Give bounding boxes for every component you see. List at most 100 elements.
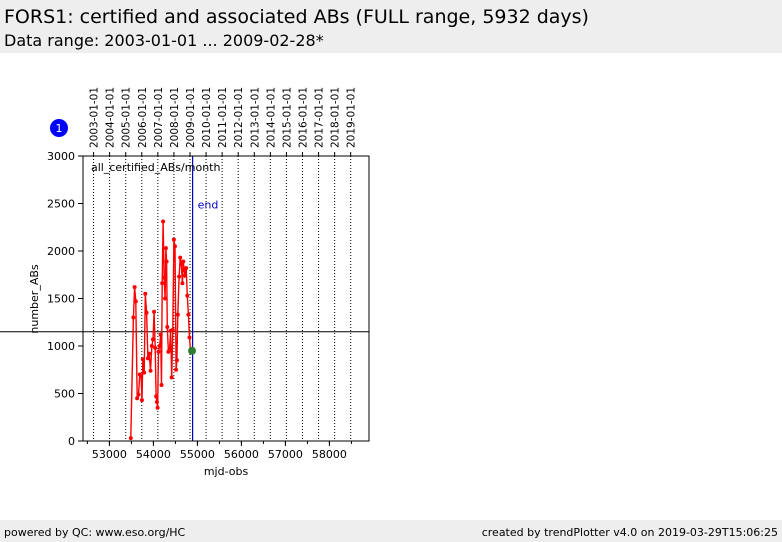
top-date-label: 2007-01-01: [153, 87, 165, 148]
data-point: [139, 374, 144, 379]
top-date-label: 2003-01-01: [89, 87, 101, 148]
top-date-label: 2012-01-01: [233, 87, 245, 148]
data-point: [162, 275, 167, 280]
top-date-label: 2010-01-01: [201, 87, 213, 148]
data-point: [154, 400, 159, 405]
top-date-label: 2004-01-01: [105, 87, 117, 148]
top-date-label: 2008-01-01: [169, 87, 181, 148]
data-point: [131, 315, 136, 320]
data-point: [156, 349, 161, 354]
top-date-label: 2016-01-01: [297, 87, 309, 148]
data-point: [175, 312, 180, 317]
top-date-label: 2014-01-01: [265, 87, 277, 148]
data-point: [140, 357, 145, 362]
top-date-label: 2017-01-01: [314, 87, 326, 148]
data-point: [177, 274, 182, 279]
data-point: [174, 367, 179, 372]
data-point: [153, 345, 158, 350]
data-point: [144, 310, 149, 315]
data-point: [149, 344, 154, 348]
data-point: [136, 392, 141, 397]
data-point: [172, 244, 177, 249]
data-point: [147, 351, 152, 356]
y-tick-label: 1500: [47, 293, 75, 306]
data-point: [179, 262, 184, 267]
data-point: [133, 299, 138, 304]
top-date-axis: 2003-01-01 2004-01-01 2005-01-01 2006-01-01…: [89, 87, 358, 156]
badge-circle: [50, 119, 68, 137]
data-point: [167, 347, 172, 352]
top-date-label: 2005-01-01: [121, 87, 133, 148]
y-tick-label: 1000: [47, 340, 75, 353]
x-tick-label: 55000: [180, 448, 215, 461]
data-point: [161, 219, 166, 224]
data-point: [169, 375, 174, 380]
data-point: [158, 332, 163, 337]
y-axis-label: number_ABs: [28, 264, 41, 334]
data-point: [132, 285, 137, 290]
data-point: [139, 398, 144, 403]
data-point: [155, 405, 160, 410]
data-point: [184, 266, 189, 271]
plot-area: end: [0, 155, 370, 442]
data-point: [186, 312, 191, 317]
y-tick-label: 3000: [47, 150, 75, 163]
x-tick-label: 53000: [92, 448, 127, 461]
data-point: [145, 356, 150, 361]
data-point: [178, 255, 183, 260]
data-point: [150, 337, 155, 342]
data-point: [142, 370, 147, 375]
data-point: [152, 309, 157, 314]
top-date-label: 2018-01-01: [330, 87, 342, 148]
trend-chart: 1 2003-01-01 2004-01-01 2005-01-01 2006-01-…: [0, 87, 370, 478]
left-value-axis: 0 500 1000 1500 2000 2500 3000: [47, 150, 83, 448]
data-point: [154, 394, 159, 399]
top-date-label: 2006-01-01: [137, 87, 149, 148]
data-point: [181, 259, 186, 264]
x-axis-label: mjd-obs: [204, 465, 249, 478]
data-point: [148, 368, 153, 373]
badge-label: 1: [56, 122, 63, 135]
bottom-mjd-axis: 53000 54000 55000 56000 57000 58000: [86, 441, 352, 461]
top-date-label: 2019-01-01: [346, 87, 358, 148]
footer: powered by QC: www.eso.org/HC created by…: [0, 520, 782, 542]
y-tick-label: 2000: [47, 245, 75, 258]
y-tick-label: 2500: [47, 198, 75, 211]
x-tick-label: 57000: [268, 448, 303, 461]
footer-created-by: created by trendPlotter v4.0 on 2019-03-…: [481, 526, 778, 539]
data-point: [187, 335, 192, 340]
header: FORS1: certified and associated ABs (FUL…: [0, 0, 782, 53]
footer-powered-by: powered by QC: www.eso.org/HC: [4, 526, 186, 539]
data-point: [135, 396, 140, 401]
data-point: [165, 325, 170, 329]
x-tick-label: 56000: [224, 448, 259, 461]
data-point: [171, 237, 176, 242]
data-point: [185, 293, 190, 298]
data-point: [157, 344, 162, 348]
x-tick-label: 54000: [136, 448, 171, 461]
data-point: [163, 296, 168, 301]
data-point: [128, 436, 133, 441]
data-point: [163, 246, 168, 251]
last-data-point: [188, 346, 197, 355]
data-point: [183, 273, 188, 278]
series-line: [130, 221, 193, 439]
data-point: [160, 281, 165, 286]
x-tick-label: 58000: [312, 448, 347, 461]
page-title: FORS1: certified and associated ABs (FUL…: [4, 6, 589, 28]
top-date-label: 2009-01-01: [185, 87, 197, 148]
y-tick-label: 500: [54, 388, 75, 401]
data-point: [159, 382, 164, 387]
data-point: [180, 281, 185, 286]
data-point: [143, 291, 148, 296]
plot-number-badge[interactable]: 1: [50, 119, 68, 137]
data-point: [164, 259, 169, 264]
top-date-label: 2011-01-01: [217, 87, 229, 148]
data-point: [170, 327, 175, 332]
data-range-subtitle: Data range: 2003-01-01 ... 2009-02-28*: [4, 31, 324, 50]
data-point: [174, 358, 179, 363]
top-date-label: 2013-01-01: [249, 87, 261, 148]
y-tick-label: 0: [68, 435, 75, 448]
end-marker-label: end: [198, 198, 219, 211]
panel-label: all_certified_ABs/month: [91, 161, 220, 174]
